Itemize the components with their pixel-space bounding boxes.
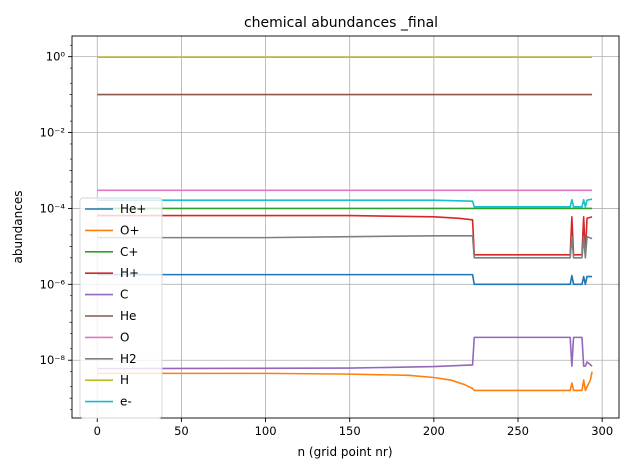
legend-label: H2 <box>120 352 137 366</box>
legend-label: He+ <box>120 202 146 216</box>
x-tick-label: 150 <box>339 424 361 438</box>
y-tick-label: 10⁻⁴ <box>40 201 66 215</box>
plot-frame <box>71 35 620 419</box>
x-tick-label: 50 <box>174 424 189 438</box>
chart-title: chemical abundances _final <box>244 15 438 31</box>
y-tick-label: 10⁻² <box>40 126 65 140</box>
x-tick-label: 250 <box>507 424 529 438</box>
y-tick-label: 10⁻⁸ <box>40 353 66 367</box>
legend-label: C+ <box>120 245 138 259</box>
x-axis-ticks: 0 50 100 150 200 250 300 <box>94 418 613 438</box>
legend-label: O+ <box>120 223 140 237</box>
series-lines <box>97 56 593 392</box>
x-tick-label: 100 <box>255 424 277 438</box>
legend-label: He <box>120 309 136 323</box>
legend-label: e- <box>120 395 132 409</box>
x-tick-label: 0 <box>94 424 101 438</box>
legend: He+ O+ C+ H+ C He O H2 He- <box>79 197 163 419</box>
y-tick-label: 10⁻⁶ <box>40 277 66 291</box>
y-tick-label: 10⁰ <box>46 50 66 64</box>
series-line-h2 <box>97 235 593 259</box>
x-tick-label: 300 <box>591 424 613 438</box>
legend-label: H+ <box>120 266 139 280</box>
series-line-he- <box>97 273 593 286</box>
series-line-o- <box>97 371 593 392</box>
legend-label: O <box>120 330 129 344</box>
series-line-e- <box>97 198 593 208</box>
legend-box <box>79 197 163 419</box>
series-line-c <box>97 336 593 370</box>
x-axis-label: n (grid point nr) <box>297 445 392 459</box>
legend-label: H <box>120 373 129 387</box>
legend-label: C <box>120 288 128 302</box>
y-axis-label: abundances <box>11 191 25 264</box>
x-tick-label: 200 <box>423 424 445 438</box>
y-axis-ticks: 10⁻⁸ 10⁻⁶ 10⁻⁴ 10⁻² 10⁰ <box>40 50 72 367</box>
